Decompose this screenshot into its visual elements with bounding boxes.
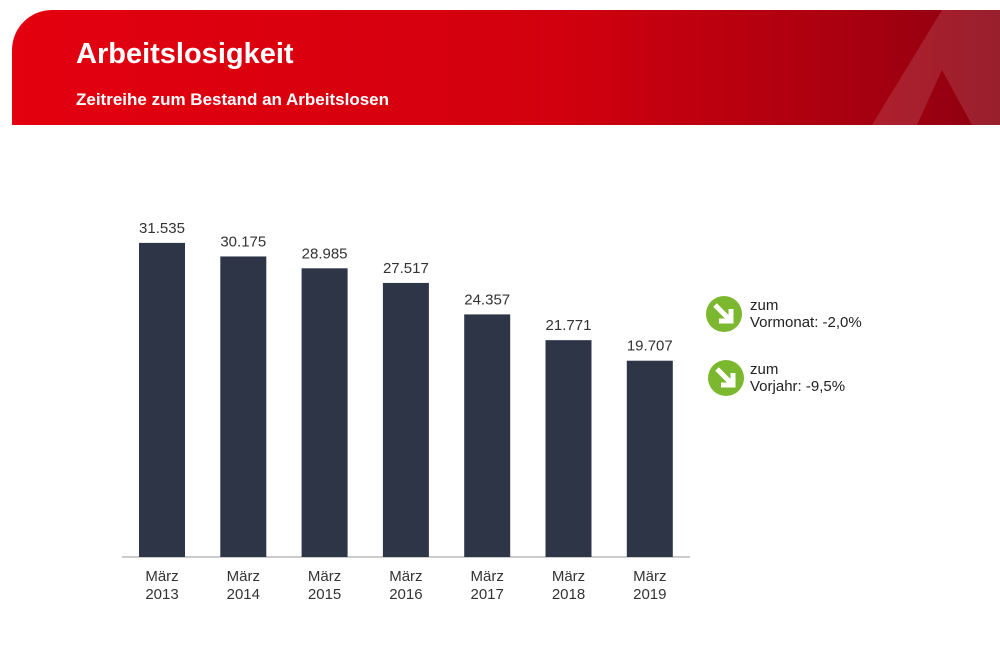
x-tick-label: März 2015 [307, 568, 342, 603]
data-label: 28.985 [302, 245, 348, 262]
x-tick-label: März 2018 [551, 568, 586, 603]
annotation: zum Vormonat: -2,0% [750, 297, 862, 331]
x-tick-label: März 2016 [389, 568, 423, 603]
arrow-icon [706, 296, 742, 332]
data-label: 31.535 [139, 220, 185, 237]
data-label: 30.175 [220, 233, 266, 250]
data-label: 19.707 [627, 338, 673, 355]
logo [872, 10, 1000, 125]
data-label: 21.771 [546, 317, 592, 334]
chart-subtitle: Zeitreihe zum Bestand an Arbeitslosen [76, 90, 389, 109]
bar [626, 360, 673, 557]
bar [139, 242, 185, 557]
bar [545, 340, 592, 557]
bar [301, 268, 348, 557]
bar [220, 256, 267, 557]
x-tick-label: März 2013 [145, 568, 179, 603]
data-label: 24.357 [464, 291, 510, 308]
data-label: 27.517 [383, 260, 429, 277]
x-tick-label: März 2014 [226, 568, 260, 603]
header-banner: Arbeitslosigkeit Zeitreihe zum Bestand a… [12, 10, 1000, 125]
x-tick-label: März 2019 [633, 568, 667, 603]
x-tick-label: März 2017 [470, 568, 504, 603]
chart-title: Arbeitslosigkeit [76, 38, 294, 70]
bar [464, 314, 511, 557]
annotation: zum Vorjahr: -9,5% [750, 361, 846, 395]
arrow-icon [708, 360, 744, 396]
bar [382, 282, 429, 557]
